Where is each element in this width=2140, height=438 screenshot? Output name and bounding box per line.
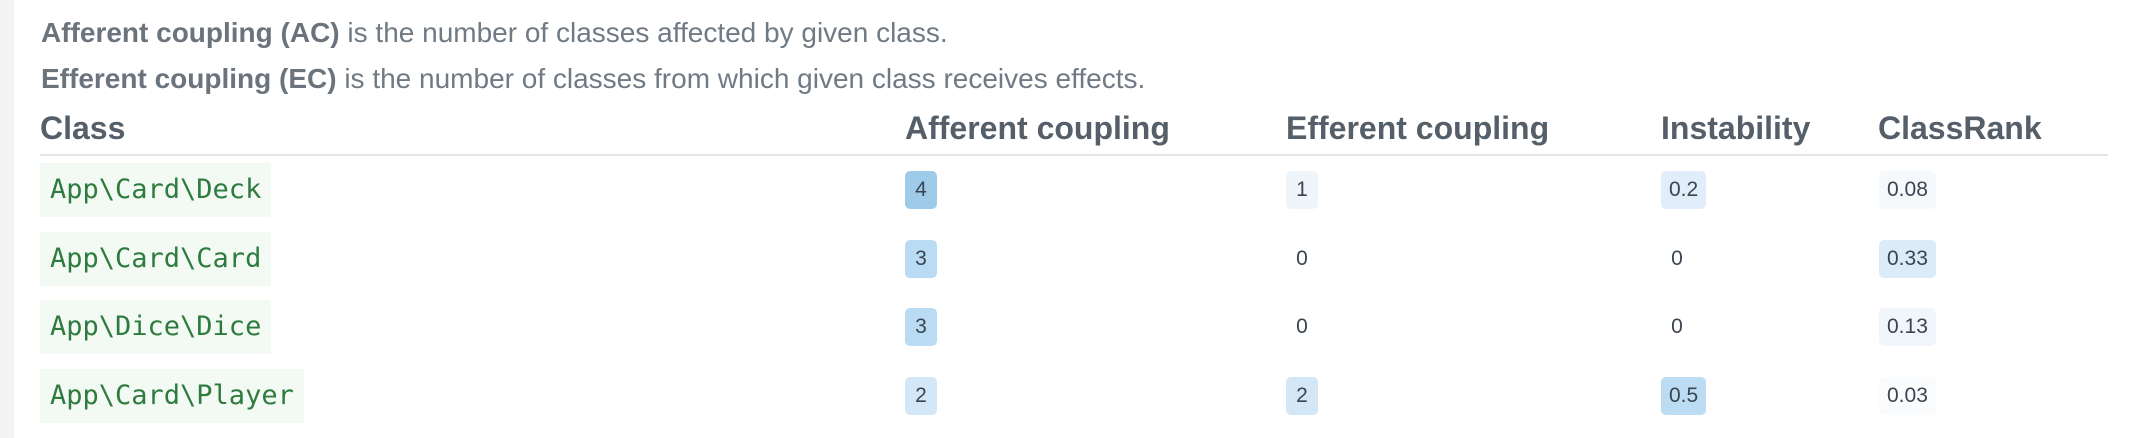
instability-badge: 0.2 (1661, 171, 1707, 209)
afferent-badge: 3 (905, 308, 937, 346)
classrank-badge: 0.08 (1879, 171, 1936, 209)
afferent-description: Afferent coupling (AC) is the number of … (41, 19, 948, 47)
afferent-badge: 2 (905, 377, 937, 415)
instability-badge: 0 (1661, 240, 1693, 278)
class-name[interactable]: App\Card\Player (40, 369, 304, 423)
table-row: App\Dice\Dice 3 0 0 0.13 (0, 296, 2140, 360)
afferent-badge: 4 (905, 171, 937, 209)
class-name[interactable]: App\Card\Deck (40, 163, 272, 217)
afferent-term: Afferent coupling (AC) (41, 17, 340, 48)
table-row: App\Card\Player 2 2 0.5 0.03 (0, 365, 2140, 429)
efferent-description: Efferent coupling (EC) is the number of … (41, 65, 1145, 93)
efferent-term: Efferent coupling (EC) (41, 63, 337, 94)
classrank-badge: 0.33 (1879, 240, 1936, 278)
coupling-panel (14, 0, 2140, 438)
efferent-definition: is the number of classes from which give… (336, 63, 1146, 94)
instability-badge: 0.5 (1661, 377, 1707, 415)
efferent-badge: 0 (1286, 308, 1318, 346)
instability-badge: 0 (1661, 308, 1693, 346)
efferent-badge: 2 (1286, 377, 1318, 415)
classrank-badge: 0.03 (1879, 377, 1936, 415)
afferent-badge: 3 (905, 240, 937, 278)
classrank-badge: 0.13 (1879, 308, 1936, 346)
table-row: App\Card\Card 3 0 0 0.33 (0, 228, 2140, 292)
column-header-classrank[interactable]: ClassRank (1878, 110, 2042, 146)
column-header-instability[interactable]: Instability (1661, 110, 1811, 146)
class-name[interactable]: App\Dice\Dice (40, 300, 272, 354)
class-name[interactable]: App\Card\Card (40, 232, 272, 286)
column-header-afferent-coupling[interactable]: Afferent coupling (905, 110, 1170, 146)
column-header-class[interactable]: Class (40, 110, 126, 146)
table-row: App\Card\Deck 4 1 0.2 0.08 (0, 159, 2140, 223)
column-header-efferent-coupling[interactable]: Efferent coupling (1286, 110, 1550, 146)
header-divider (40, 154, 2108, 156)
efferent-badge: 0 (1286, 240, 1318, 278)
afferent-definition: is the number of classes affected by giv… (339, 17, 948, 48)
efferent-badge: 1 (1286, 171, 1318, 209)
